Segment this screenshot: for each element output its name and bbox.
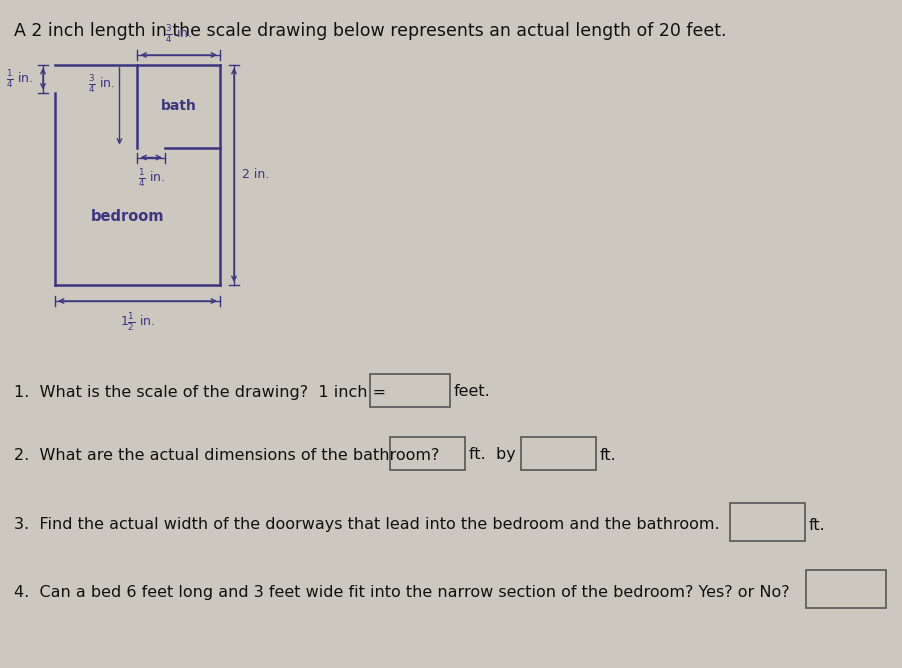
Text: $1\frac{1}{2}$ in.: $1\frac{1}{2}$ in. <box>120 311 155 333</box>
Text: 4.  Can a bed 6 feet long and 3 feet wide fit into the narrow section of the bed: 4. Can a bed 6 feet long and 3 feet wide… <box>14 584 788 599</box>
Text: $\frac{3}{4}$ in.: $\frac{3}{4}$ in. <box>88 73 115 95</box>
Text: 2.  What are the actual dimensions of the bathroom?: 2. What are the actual dimensions of the… <box>14 448 439 462</box>
Text: A 2 inch length in the scale drawing below represents an actual length of 20 fee: A 2 inch length in the scale drawing bel… <box>14 22 726 40</box>
Text: $\frac{1}{4}$ in.: $\frac{1}{4}$ in. <box>137 168 165 190</box>
Text: ft.: ft. <box>599 448 616 462</box>
Bar <box>390 437 465 470</box>
Bar <box>370 374 449 407</box>
Text: feet.: feet. <box>454 385 490 399</box>
Bar <box>729 503 804 541</box>
Text: $\frac{1}{4}$ in.: $\frac{1}{4}$ in. <box>6 67 33 90</box>
Text: bath: bath <box>161 100 197 114</box>
Text: 3.  Find the actual width of the doorways that lead into the bedroom and the bat: 3. Find the actual width of the doorways… <box>14 518 719 532</box>
Text: 1.  What is the scale of the drawing?  1 inch =: 1. What is the scale of the drawing? 1 i… <box>14 385 391 399</box>
Text: 2 in.: 2 in. <box>242 168 269 182</box>
Text: bedroom: bedroom <box>90 208 164 224</box>
Text: ft.: ft. <box>808 518 824 532</box>
Text: $\frac{3}{4}$ in.: $\frac{3}{4}$ in. <box>165 23 192 45</box>
Text: ft.  by: ft. by <box>468 448 515 462</box>
Bar <box>520 437 595 470</box>
Bar <box>805 570 885 608</box>
